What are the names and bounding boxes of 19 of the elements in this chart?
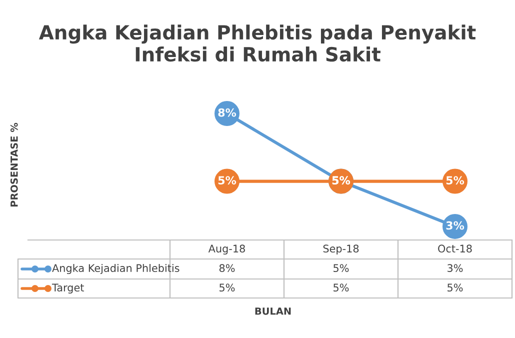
text: PROSENTASE % — [10, 122, 18, 207]
text: 3% — [446, 221, 464, 230]
text: 5% — [332, 176, 350, 185]
x-tick-label: Aug-18 — [208, 244, 245, 255]
data-label: 3% — [448, 264, 463, 272]
x-tick-label: Oct-18 — [438, 244, 472, 253]
data-label: 5% — [334, 264, 349, 272]
x-tick-label: Sep-18 — [323, 244, 359, 255]
text: BULAN — [255, 308, 291, 315]
data-label: 8% — [219, 264, 235, 272]
text: 8% — [218, 108, 236, 117]
data-label: 5% — [334, 284, 349, 292]
chart-title: Angka Kejadian Phlebitis pada Penyakit Infeksi di Rumah Sakit — [38, 24, 476, 62]
text: 5% — [446, 176, 464, 185]
legend-label: Target — [52, 284, 84, 294]
data-label: 5% — [448, 284, 463, 292]
text: 5% — [218, 176, 236, 185]
legend-label: Angka Kejadian Phlebitis — [52, 264, 180, 274]
data-label: 5% — [220, 284, 235, 292]
